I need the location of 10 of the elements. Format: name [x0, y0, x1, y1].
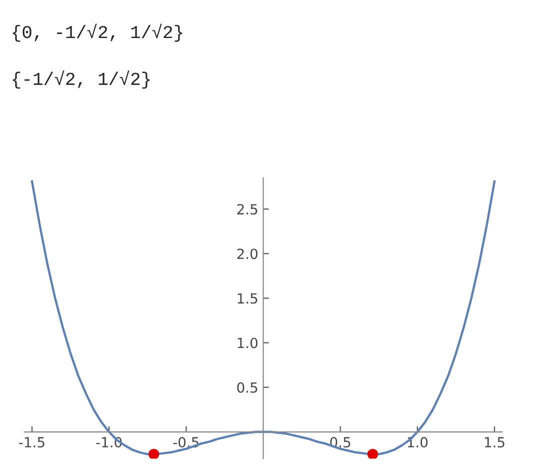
- y-tick-label: 0.5: [237, 382, 258, 393]
- x-tick-label: -1.5: [19, 437, 44, 448]
- x-tick-label: 1.5: [484, 437, 504, 448]
- y-tick-label: 2.5: [237, 204, 258, 215]
- y-tick-label: 1.5: [238, 293, 258, 304]
- y-tick-label: 1.0: [238, 338, 258, 348]
- x-tick-label: 1.0: [408, 437, 428, 448]
- y-tick-label: 2.0: [237, 248, 258, 260]
- text: {0, -1/√2, 1/√2}: [12, 24, 182, 42]
- text: {-1/√2, 1/√2}: [12, 70, 150, 89]
